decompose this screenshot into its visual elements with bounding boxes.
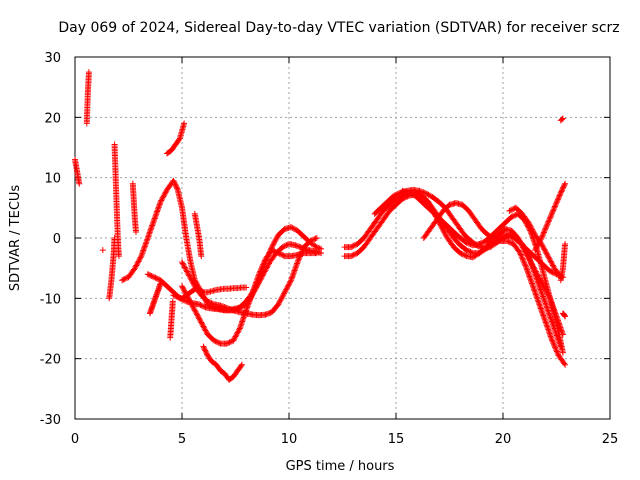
data-point-markers	[179, 235, 320, 319]
y-tick-label: 0	[53, 232, 61, 247]
y-tick-label: -20	[40, 353, 61, 368]
x-tick-label: 0	[71, 432, 79, 447]
y-tick-label: -30	[40, 413, 61, 428]
series-s12	[179, 235, 320, 319]
y-tick-label: 20	[44, 111, 61, 126]
data-point-markers	[532, 180, 569, 254]
data-point-markers	[420, 200, 569, 368]
y-axis-title: SDTVAR / TECUs	[8, 185, 23, 292]
y-tick-label: 10	[44, 172, 61, 187]
data-point-markers	[200, 343, 245, 383]
series-s26	[557, 241, 569, 284]
chart-title: Day 069 of 2024, Sidereal Day-to-day VTE…	[58, 20, 619, 36]
series-s16	[167, 298, 176, 341]
series-s15	[146, 280, 164, 317]
data-point-markers	[99, 247, 106, 254]
data-point-markers	[179, 247, 320, 347]
x-axis-title: GPS time / hours	[286, 459, 395, 474]
x-tick-label: 10	[281, 432, 298, 447]
y-tick-label: -10	[40, 292, 61, 307]
data-point-markers	[111, 141, 122, 260]
series-s11	[179, 247, 320, 347]
series-s5	[111, 141, 122, 260]
data-point-markers	[72, 156, 83, 187]
data-point-markers	[106, 235, 118, 302]
data-point-markers	[129, 180, 139, 235]
axis-ticks: 0 5 10 15 20 25 -30 -20 -10 0 10 20 30	[40, 51, 619, 447]
series-s21	[420, 200, 569, 368]
x-tick-label: 5	[178, 432, 186, 447]
series-s10	[164, 120, 188, 157]
series-s23	[532, 180, 569, 254]
series-s14	[200, 343, 245, 383]
series-s3	[99, 247, 106, 254]
data-point-markers	[167, 298, 176, 341]
data-point-markers	[559, 310, 569, 320]
series-s24	[559, 310, 569, 320]
data-point-markers	[557, 115, 566, 124]
data-point-markers	[191, 210, 205, 260]
data-point-markers	[146, 280, 164, 317]
y-tick-label: 30	[44, 51, 61, 66]
series-s6	[129, 180, 139, 235]
series-s1	[72, 156, 83, 187]
series-s4	[106, 235, 118, 302]
data-point-markers	[557, 241, 569, 284]
x-tick-label: 15	[388, 432, 405, 447]
series-s2	[83, 69, 92, 127]
data-point-markers	[83, 69, 92, 127]
data-point-markers	[164, 120, 188, 157]
series-s25	[557, 115, 566, 124]
series-s13	[191, 210, 205, 260]
x-tick-label: 20	[495, 432, 512, 447]
x-tick-label: 25	[602, 432, 619, 447]
data-points	[72, 69, 569, 383]
